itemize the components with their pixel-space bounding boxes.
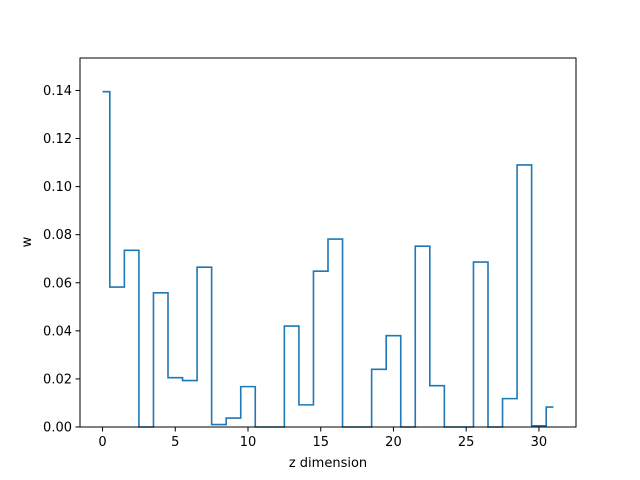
y-tick-label: 0.00: [43, 421, 72, 436]
y-tick-label: 0.10: [43, 180, 72, 195]
x-axis: 0 5 10 15 20 25 30: [98, 427, 547, 450]
x-tick-label: 5: [171, 435, 179, 450]
x-tick-label: 15: [312, 435, 329, 450]
y-axis: 0.00 0.02 0.04 0.06 0.08 0.10 0.12 0.14: [43, 84, 80, 436]
x-tick-label: 10: [240, 435, 257, 450]
x-tick-label: 0: [98, 435, 106, 450]
series-layer: [102, 90, 554, 428]
y-axis-label: w: [20, 236, 35, 247]
y-tick-label: 0.12: [43, 132, 72, 147]
x-axis-label: z dimension: [289, 456, 367, 471]
y-tick-label: 0.04: [43, 324, 72, 339]
y-tick-label: 0.02: [43, 372, 72, 387]
x-tick-label: 25: [458, 435, 475, 450]
series-line-0: [102, 90, 554, 428]
x-tick-label: 20: [385, 435, 402, 450]
plot-frame: [79, 57, 577, 428]
y-tick-label: 0.14: [43, 84, 72, 99]
y-tick-label: 0.08: [43, 228, 72, 243]
x-tick-label: 30: [531, 435, 548, 450]
y-tick-label: 0.06: [43, 276, 72, 291]
